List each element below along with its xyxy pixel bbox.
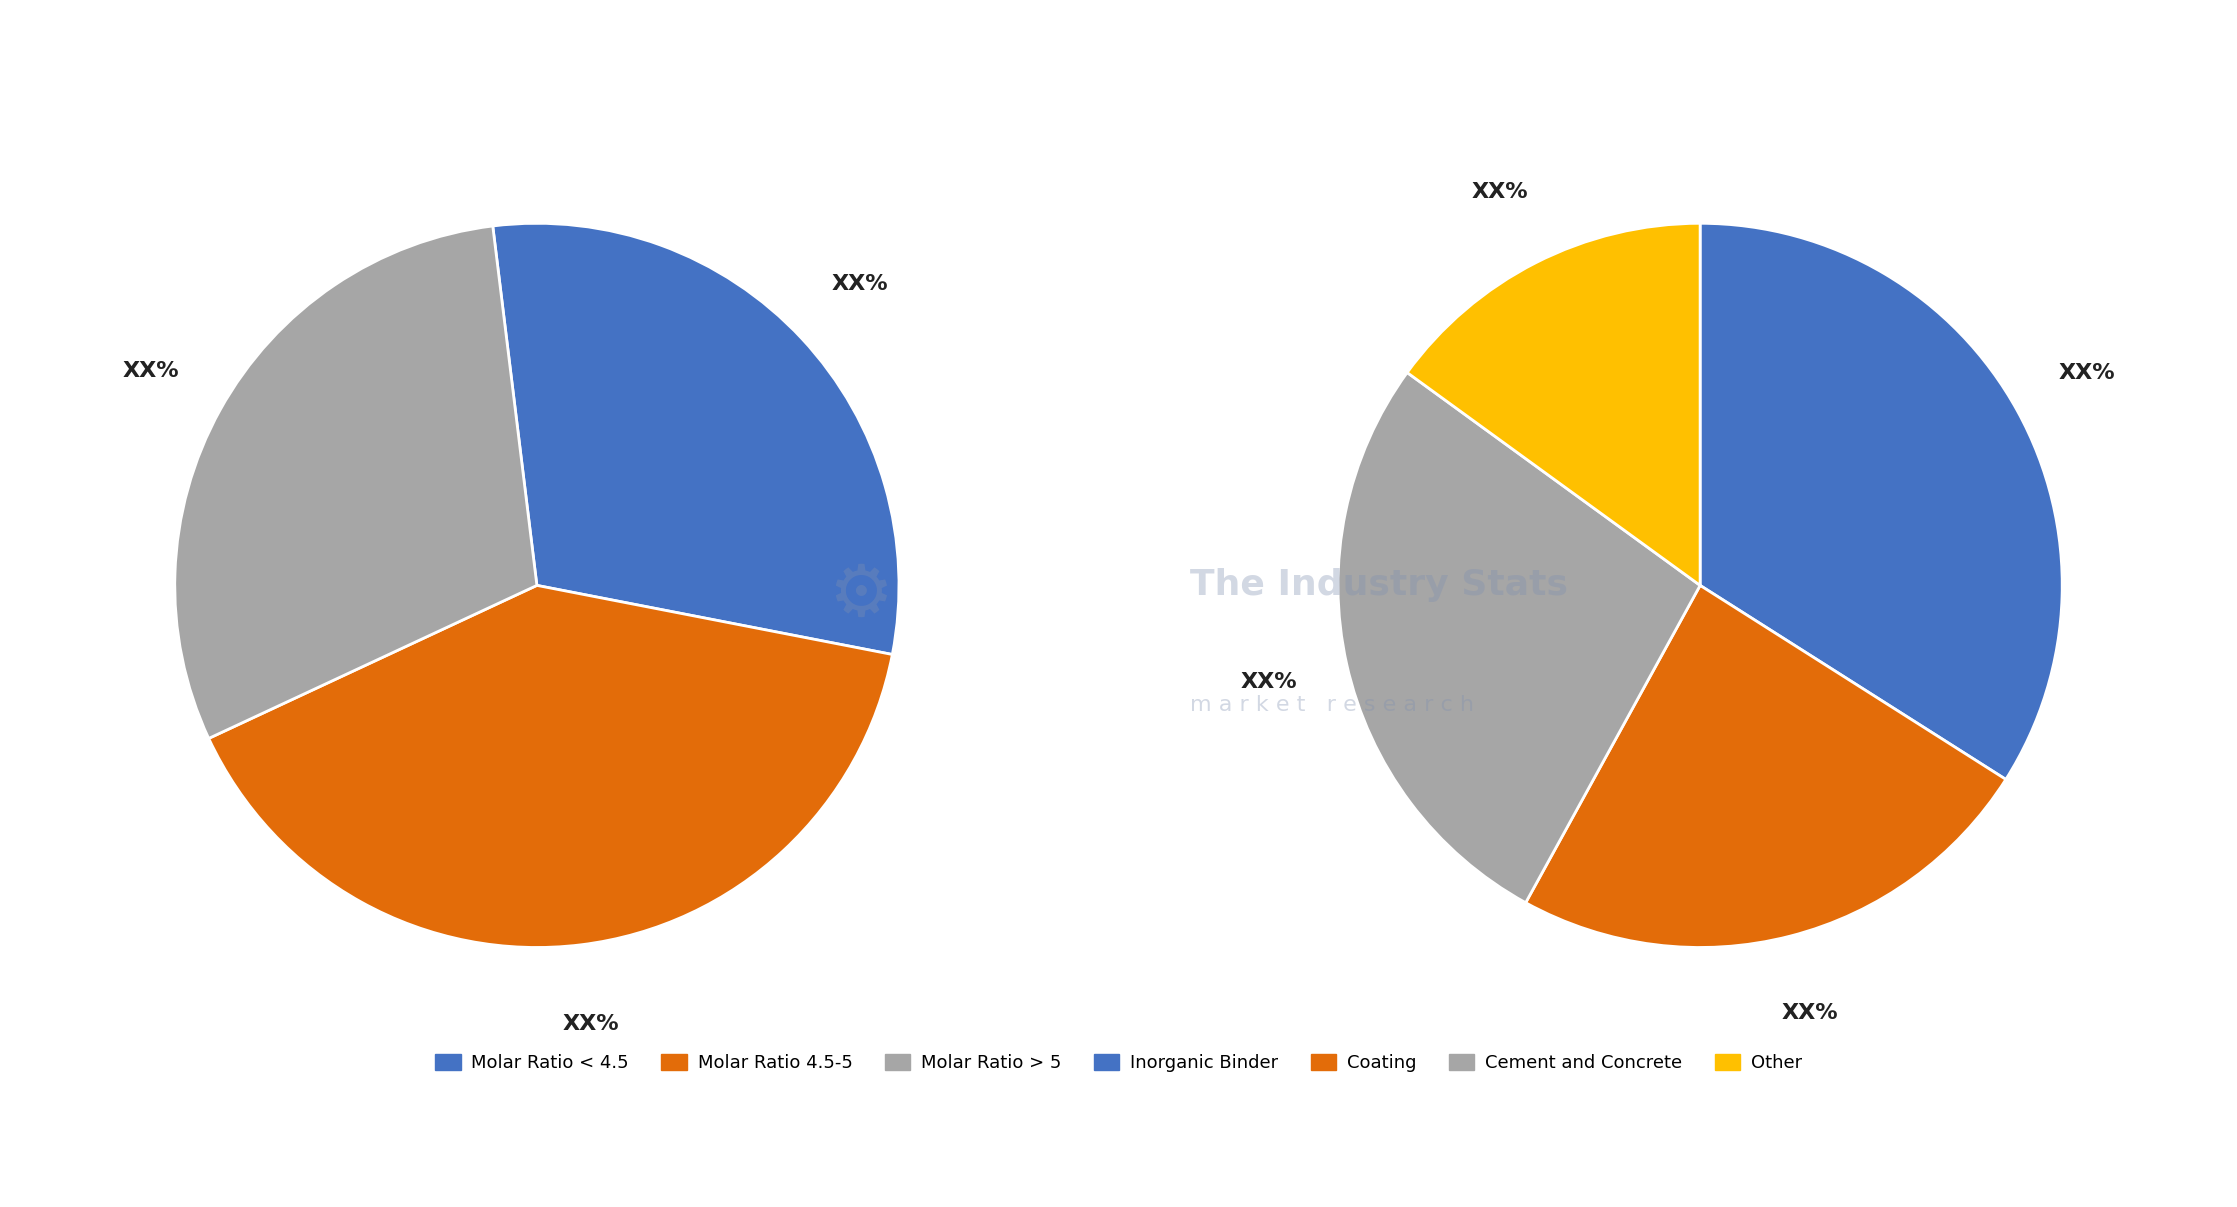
- Wedge shape: [492, 223, 899, 654]
- Text: m a r k e t   r e s e a r c h: m a r k e t r e s e a r c h: [1190, 695, 1474, 715]
- Text: The Industry Stats: The Industry Stats: [1190, 568, 1568, 602]
- Text: ⚙: ⚙: [828, 561, 893, 631]
- Text: XX%: XX%: [1242, 672, 1297, 692]
- Wedge shape: [1700, 223, 2063, 780]
- Text: XX%: XX%: [1781, 1003, 1839, 1024]
- Text: XX%: XX%: [561, 1014, 620, 1034]
- Text: XX%: XX%: [832, 274, 888, 295]
- Wedge shape: [1526, 585, 2007, 947]
- Wedge shape: [174, 226, 537, 739]
- Text: XX%: XX%: [1472, 182, 1528, 202]
- Wedge shape: [1407, 223, 1700, 585]
- Text: Email: sales@theindustrystats.com: Email: sales@theindustrystats.com: [792, 1156, 1177, 1174]
- Legend: Molar Ratio < 4.5, Molar Ratio 4.5-5, Molar Ratio > 5, Inorganic Binder, Coating: Molar Ratio < 4.5, Molar Ratio 4.5-5, Mo…: [436, 1054, 1801, 1072]
- Text: XX%: XX%: [123, 361, 179, 381]
- Wedge shape: [1338, 373, 1700, 903]
- Text: Source: Theindustrystats Analysis: Source: Theindustrystats Analysis: [40, 1156, 416, 1174]
- Wedge shape: [208, 585, 893, 947]
- Text: XX%: XX%: [2058, 362, 2116, 383]
- Text: Website: www.theindustrystats.com: Website: www.theindustrystats.com: [1769, 1156, 2168, 1174]
- Text: Fig. Global Lithium Silicate Market Share by Product Types & Application: Fig. Global Lithium Silicate Market Shar…: [27, 46, 1170, 74]
